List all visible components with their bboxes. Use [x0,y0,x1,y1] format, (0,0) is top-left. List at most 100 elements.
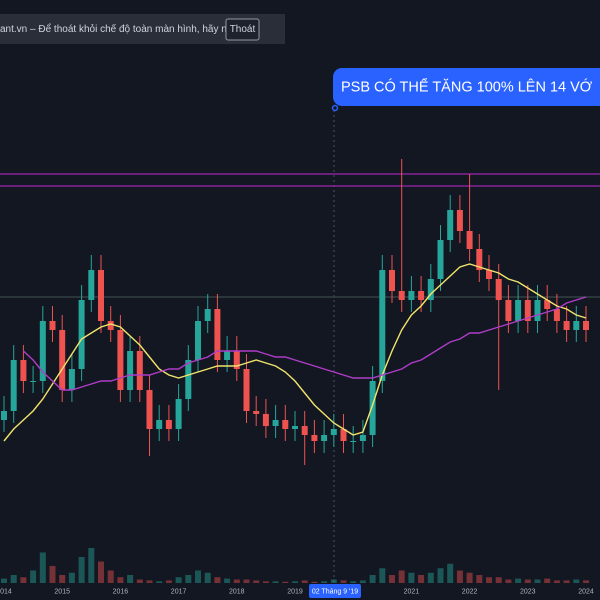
candle-body [466,231,473,249]
candle-body [156,420,163,429]
candle-body [195,321,201,360]
volume-bar [127,575,134,584]
candle-body [408,291,415,300]
candle-body [437,240,444,279]
candle-body [292,426,298,429]
volume-bar [544,578,551,584]
volume-bar [68,572,75,584]
volume-bar [321,581,328,584]
candle-body [515,300,522,321]
candle-body [544,300,551,309]
candle-body [136,351,143,390]
volume-bar [136,579,143,584]
volume-bar [534,579,541,584]
volume-bar [20,577,27,584]
candle-body [389,270,395,291]
candle-body [68,369,75,390]
volume-bar [515,578,522,584]
notice-text: ant.vn – Để thoát khỏi chế độ toàn màn h… [0,23,244,35]
volume-bar [165,580,172,584]
volume-bar [437,568,444,584]
volume-bar [398,570,405,584]
candle-body [10,360,17,411]
candle-body [175,399,182,429]
candle-body [301,426,308,435]
volume-bar [185,575,192,584]
volume-bar [456,570,463,584]
x-tick-label: 2016 [113,588,129,595]
volume-bar [117,577,124,584]
candle-body [447,210,454,240]
volume-bar [476,575,483,584]
candle-body [127,351,134,390]
candle-body [224,351,231,360]
volume-bar [146,580,153,584]
candle-body [486,270,492,279]
banner-anchor [331,104,339,112]
candle-body [505,300,512,321]
candle-body [233,351,240,369]
candle-body [563,321,570,330]
candle-body [340,429,347,441]
candle-body [185,360,192,399]
candle-body [330,429,337,435]
volume-bar [292,581,298,584]
volume-bar [486,577,492,584]
volume-bar [359,580,366,584]
volume-bar [505,579,512,584]
candle-body [282,420,289,429]
volume-bar [224,578,231,584]
candle-body [146,390,153,429]
volume-bar [573,579,580,584]
volume-bar [553,580,560,584]
candle-body [369,381,376,435]
candle-body [243,369,250,411]
volume-bar [379,568,386,584]
volume-bar [466,572,473,584]
candle-body [49,321,56,330]
x-tick-label: 2021 [404,588,420,595]
candle-body [427,279,434,300]
candle-body [321,435,328,441]
volume-bar [1,578,7,584]
volume-bar [98,561,104,584]
volume-bar [563,580,570,584]
x-axis-band [0,583,600,600]
x-tick-label: 2015 [54,588,70,595]
exit-button-label[interactable]: Thoát [230,24,256,35]
volume-bar [311,581,318,584]
volume-bar [30,570,37,584]
x-tick-label: 2024 [578,588,594,595]
volume-bar [59,575,66,584]
candle-body [398,291,405,300]
x-tick-label: 2022 [462,588,478,595]
volume-bar [389,575,395,584]
candle-body [583,321,589,330]
candle-body [534,300,541,321]
candle-body [98,270,104,321]
crosshair-label: 02 Tháng 9 '19 [312,588,358,595]
candle-body [553,309,560,321]
candle-body [165,420,172,429]
candle-body [262,414,269,426]
candle-body [379,270,386,381]
x-axis: 2014 2015 2016 2017 2018 2019 2021 2022 2023 2024 [0,588,594,595]
candle-body [524,300,531,321]
crosshair-label-box [309,584,361,598]
volume-bar [49,566,56,584]
candle-body [476,249,483,270]
candle-body [253,411,260,414]
volume-bar [301,580,308,584]
plot-area [0,159,600,584]
volume-bar [427,572,434,584]
volume-bar [107,570,114,584]
volume-bar [175,577,182,584]
volume-bar [243,579,250,584]
exit-button[interactable] [225,18,260,41]
candle-body [88,270,95,300]
volume-bar [447,563,454,584]
candle-body [117,330,124,390]
volume-bar [340,580,347,584]
